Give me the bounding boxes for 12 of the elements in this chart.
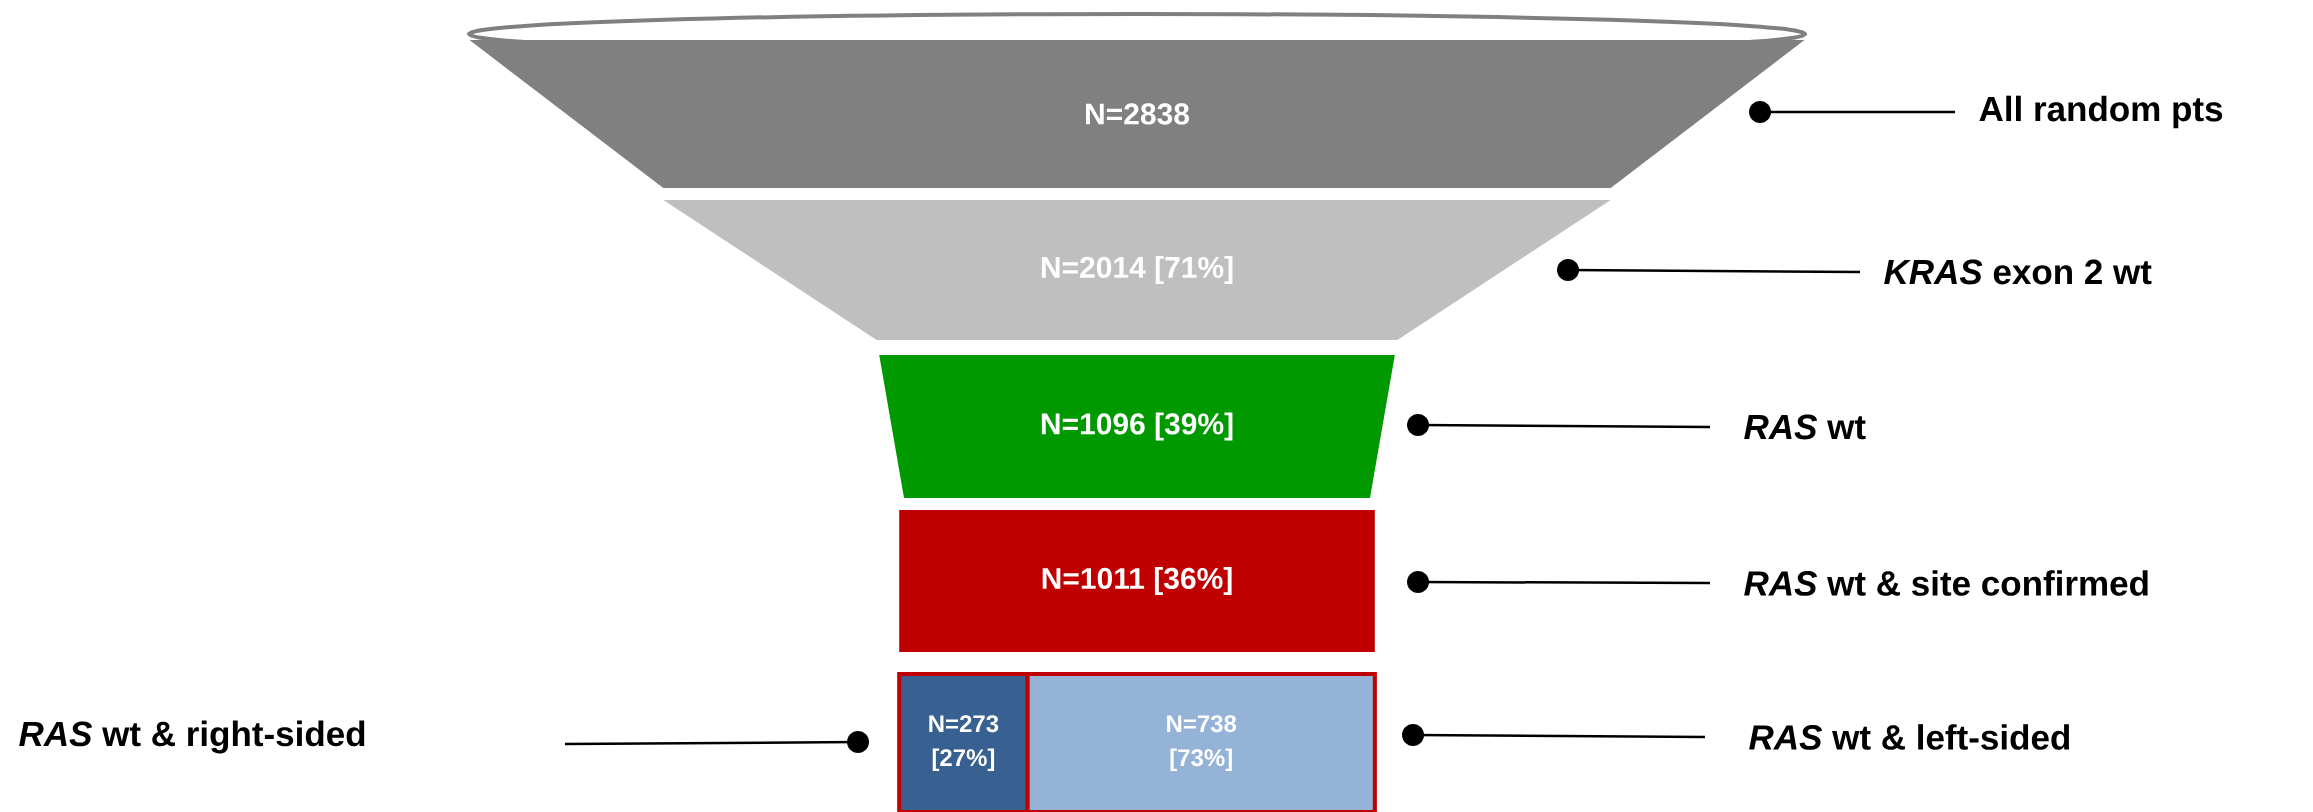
- category-label: All random pts: [1979, 95, 2223, 129]
- category-label: KRAS exon 2 wt: [1884, 259, 2152, 285]
- data-label: N=738 [73%]: [1167, 715, 1237, 771]
- category-label: RAS wt & site confirmed: [1744, 570, 2148, 596]
- data-label: N=2014 [71%]: [1041, 256, 1233, 284]
- category-label: RAS wt & left-sided: [1749, 724, 2070, 750]
- data-label: N=1011 [36%]: [1042, 567, 1232, 595]
- data-label: N=1096 [39%]: [1041, 412, 1233, 441]
- category-label: RAS wt & right-sided: [19, 720, 365, 754]
- data-label: N=2838: [1086, 103, 1190, 125]
- category-label: RAS wt: [1744, 414, 1866, 440]
- data-label: N=273 [27%]: [929, 715, 999, 771]
